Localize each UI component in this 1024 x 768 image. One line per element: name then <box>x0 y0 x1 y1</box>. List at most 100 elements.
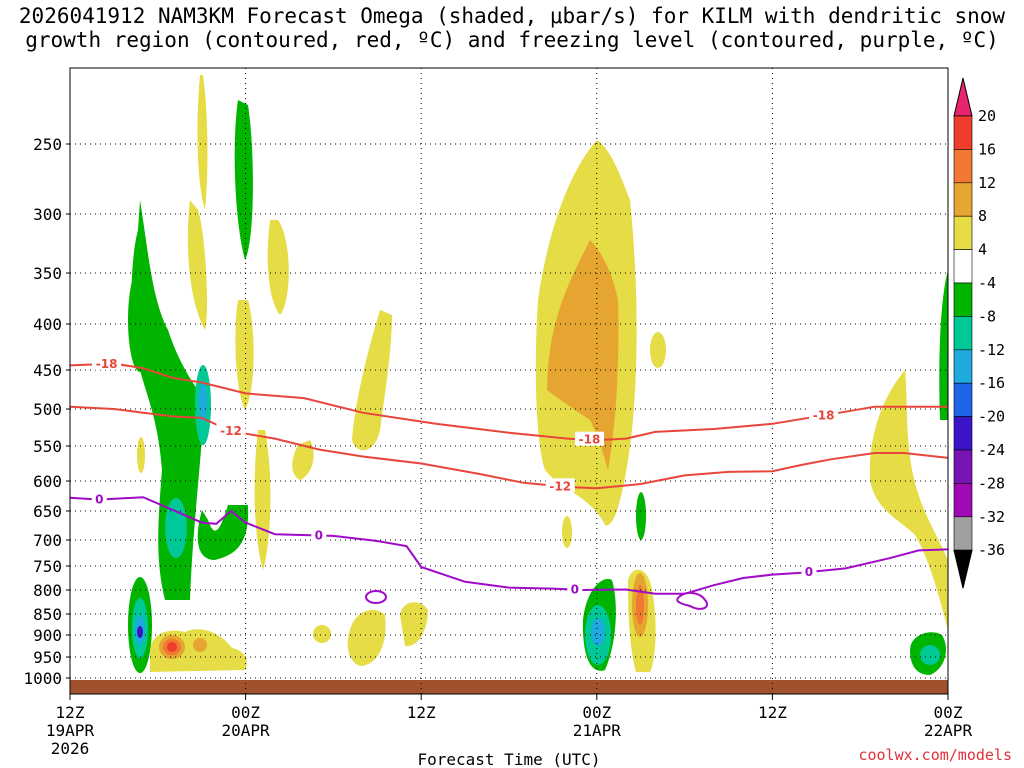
dendritic-contour-label-bg <box>809 407 839 422</box>
freezing-contour-label: 0 <box>315 529 323 543</box>
omega-shade <box>234 100 253 260</box>
omega-shade <box>167 642 177 652</box>
freezing-contour-label-bg <box>801 564 817 578</box>
colorbar-swatch <box>953 282 973 317</box>
omega-shade <box>313 625 331 643</box>
omega-shade <box>347 610 386 666</box>
colorbar-swatch <box>953 516 973 551</box>
dendritic-contour-label: -12 <box>220 424 242 438</box>
freezing-contour-label: 0 <box>805 565 813 579</box>
temperature-contours: -18 -18 -18 -12 -12 0 0 0 0 <box>69 355 949 610</box>
omega-shade <box>591 618 605 646</box>
colorbar-label: -28 <box>978 474 1005 492</box>
colorbar-label: -8 <box>978 307 996 325</box>
omega-shade <box>137 626 143 638</box>
omega-shade <box>636 492 646 540</box>
x-tick-label: 00Z <box>582 703 611 722</box>
omega-shade <box>254 430 271 570</box>
credit-text: coolwx.com/models <box>858 746 1012 764</box>
x-tick-label: 12Z <box>407 703 436 722</box>
colorbar-swatch <box>953 483 973 518</box>
x-tick-label: 00Z <box>934 703 963 722</box>
omega-shade <box>939 270 948 420</box>
freezing-contour-loop <box>676 592 709 610</box>
colorbar-swatch <box>953 416 973 451</box>
colorbar-bottom-arrow <box>953 549 973 589</box>
chart-title: 2026041912 NAM3KM Forecast Omega (shaded… <box>0 4 1024 52</box>
y-tick-label: 600 <box>33 472 62 491</box>
chart-title-line1: 2026041912 NAM3KM Forecast Omega (shaded… <box>18 4 1006 28</box>
omega-shade <box>137 437 145 473</box>
freezing-contour-label-bg <box>91 491 107 506</box>
omega-shade <box>636 585 644 625</box>
y-tick-label: 800 <box>33 581 62 600</box>
freezing-contour-line <box>69 496 949 595</box>
chart-title-line2: growth region (contoured, red, ºC) and f… <box>25 28 999 52</box>
colorbar-label: -16 <box>978 374 1005 392</box>
dendritic-contour-label-bg <box>216 423 246 438</box>
y-tick-label: 450 <box>33 361 62 380</box>
colorbar-swatch <box>953 249 973 284</box>
omega-shade <box>197 75 208 210</box>
omega-shade <box>400 602 428 647</box>
dendritic-contour-label: -18 <box>96 357 118 371</box>
colorbar-swatch <box>953 115 973 150</box>
y-tick-label: 250 <box>33 135 62 154</box>
omega-shade <box>562 516 572 548</box>
dendritic-contour-label: -12 <box>549 479 571 493</box>
y-tick-label: 300 <box>33 205 62 224</box>
y-tick-label: 850 <box>33 605 62 624</box>
y-tick-label: 650 <box>33 502 62 521</box>
y-tick-label: 950 <box>33 648 62 667</box>
omega-shade <box>267 220 289 315</box>
colorbar-swatch <box>953 349 973 384</box>
x-tick-label: 12Z <box>56 703 85 722</box>
dendritic-contour-label-bg <box>545 478 575 493</box>
freezing-contour-label: 0 <box>95 493 103 507</box>
omega-shading-layer <box>128 75 948 675</box>
dendritic-contour-line <box>69 405 949 490</box>
omega-shade <box>197 505 249 560</box>
freezing-contour-loop <box>365 590 387 604</box>
freezing-contour-label-bg <box>311 527 327 542</box>
x-axis-title: Forecast Time (UTC) <box>417 750 600 768</box>
ground-surface <box>70 680 948 694</box>
colorbar-label: -20 <box>978 408 1005 426</box>
omega-shade <box>131 200 205 600</box>
colorbar-label: 8 <box>978 207 987 225</box>
y-tick-label: 1000 <box>23 669 62 688</box>
dendritic-contour-label: -18 <box>813 408 835 422</box>
colorbar-top-arrow <box>953 77 973 117</box>
x-tick-date: 22APR <box>924 721 973 740</box>
dendritic-contour-label-bg <box>92 355 122 370</box>
x-tick-year: 2026 <box>51 739 90 758</box>
colorbar-label: -36 <box>978 541 1005 559</box>
colorbar-label: -24 <box>978 441 1005 459</box>
y-tick-label: 400 <box>33 315 62 334</box>
y-tick-label: 550 <box>33 437 62 456</box>
x-tick-label: 00Z <box>231 703 260 722</box>
y-tick-label: 500 <box>33 400 62 419</box>
x-tick-date: 21APR <box>573 721 622 740</box>
omega-shade <box>235 300 254 410</box>
colorbar: 20 16 12 8 4 -4 -8 -12 -16 -20 -24 -28 -32 -36 <box>953 77 1005 589</box>
dendritic-contour-label-bg <box>574 431 604 446</box>
colorbar-label: 16 <box>978 140 996 158</box>
colorbar-label: 12 <box>978 174 996 192</box>
plot-frame <box>69 67 949 695</box>
freezing-contour-label: 0 <box>571 583 579 597</box>
omega-shade <box>199 382 207 422</box>
colorbar-label: -12 <box>978 341 1005 359</box>
omega-shade <box>650 332 666 368</box>
omega-shade <box>193 638 207 652</box>
y-axis: 250 300 350 400 450 500 550 600 650 700 750 800 850 9… <box>23 135 70 688</box>
dendritic-contour-label: -18 <box>579 433 601 447</box>
omega-shade <box>920 645 940 665</box>
colorbar-label: -4 <box>978 274 996 292</box>
x-tick-label: 12Z <box>758 703 787 722</box>
freezing-contour-label-bg <box>567 581 583 596</box>
omega-shade <box>869 370 948 630</box>
x-tick-date: 19APR <box>46 721 95 740</box>
